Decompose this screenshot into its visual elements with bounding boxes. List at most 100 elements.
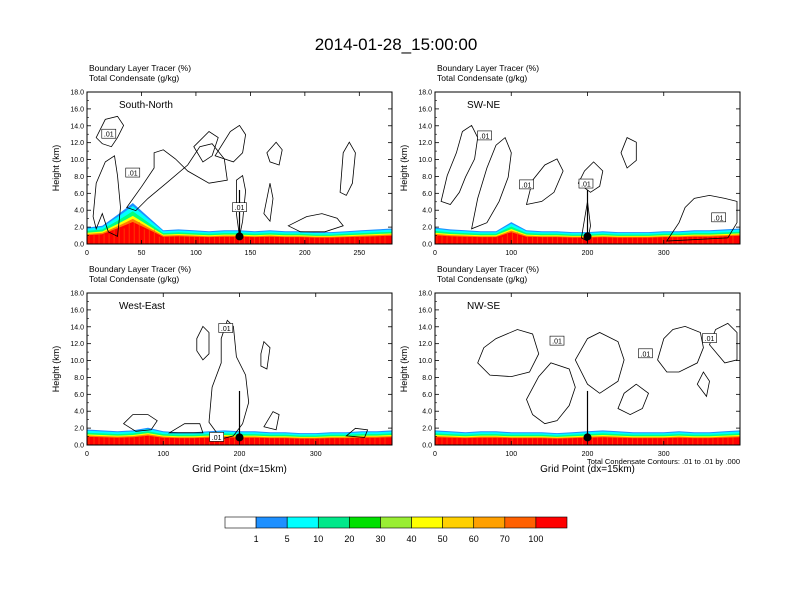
x-tick-label: 300 — [658, 451, 670, 458]
y-tick-label: 12.0 — [70, 140, 84, 147]
condensate-contour — [525, 158, 564, 206]
x-tick-label: 200 — [582, 451, 594, 458]
condensate-contour — [193, 130, 219, 163]
y-tick-label: 4.0 — [74, 208, 84, 215]
condensate-contour — [92, 155, 121, 238]
contour-label-box — [477, 130, 492, 141]
colorbar: 1 5 10 20 30 40 50 60 70 100 — [224, 516, 568, 544]
condensate-contour — [236, 174, 247, 237]
contour-label-box — [549, 335, 565, 346]
condensate-contour — [617, 383, 649, 416]
y-tick-label: 4.0 — [422, 208, 432, 215]
colorbar-label: 1 — [254, 534, 259, 544]
colorbar-label: 100 — [528, 534, 543, 544]
y-tick-label: 14.0 — [70, 324, 84, 331]
condensate-contour — [666, 194, 738, 242]
contour-label-box — [638, 348, 653, 359]
x-tick-label: 0 — [433, 250, 437, 257]
x-tick-label: 50 — [138, 250, 146, 257]
y-tick-label: 18.0 — [70, 90, 84, 97]
colorbar-label: 30 — [375, 534, 385, 544]
condensate-contour — [263, 411, 280, 431]
x-tick-label: 150 — [245, 250, 257, 257]
y-tick-label: 16.0 — [418, 307, 432, 314]
colorbar-swatch — [286, 516, 319, 529]
y-axis-label: Height (km) — [399, 145, 409, 192]
x-tick-label: 300 — [658, 250, 670, 257]
panel-title-tracer: Boundary Layer Tracer (%) — [437, 63, 539, 73]
colorbar-swatch — [504, 516, 537, 529]
y-tick-label: 0.0 — [74, 443, 84, 450]
x-tick-label: 100 — [505, 250, 517, 257]
panel-top-right: .01 .01 .01 .01 0.0 2.0 4.0 6.0 8.0 10.0 12.0 14.0 1… — [399, 63, 741, 257]
panel-title-tracer: Boundary Layer Tracer (%) — [437, 264, 539, 274]
colorbar-label: 40 — [407, 534, 417, 544]
y-tick-label: 0.0 — [74, 242, 84, 249]
x-tick-label: 0 — [85, 451, 89, 458]
colorbar-swatch — [473, 516, 506, 529]
panel-direction-label: SW-NE — [467, 100, 500, 111]
y-axis-label: Height (km) — [399, 346, 409, 393]
y-tick-label: 2.0 — [422, 225, 432, 232]
contour-label-box — [519, 179, 534, 190]
y-tick-label: 18.0 — [418, 90, 432, 97]
y-tick-label: 10.0 — [70, 157, 84, 164]
location-marker — [583, 433, 592, 442]
condensate-contour — [122, 414, 158, 432]
y-axis-label: Height (km) — [51, 346, 61, 393]
y-tick-label: 4.0 — [74, 409, 84, 416]
y-tick-label: 6.0 — [74, 392, 84, 399]
y-tick-label: 8.0 — [74, 375, 84, 382]
y-tick-label: 12.0 — [70, 341, 84, 348]
condensate-contour — [339, 141, 356, 196]
colorbar-swatch — [349, 516, 381, 529]
condensate-contour — [477, 329, 540, 378]
contour-label: .01 — [480, 133, 490, 140]
condensate-contour — [208, 319, 250, 440]
contour-label: .01 — [522, 182, 532, 189]
condensate-contour — [214, 124, 247, 163]
location-marker — [235, 232, 244, 241]
condensate-contour — [345, 427, 369, 438]
y-tick-label: 16.0 — [70, 307, 84, 314]
colorbar-label: 50 — [438, 534, 448, 544]
x-tick-label: 300 — [310, 451, 322, 458]
colorbar-label: 20 — [344, 534, 354, 544]
panel-title-tracer: Boundary Layer Tracer (%) — [89, 264, 191, 274]
x-tick-label: 0 — [433, 451, 437, 458]
panels: .01 .01 .01 0.0 2.0 4.0 6.0 8.0 10.0 12.0 14.0 16.0… — [51, 63, 741, 475]
colorbar-swatch — [535, 516, 568, 529]
condensate-contour — [577, 161, 604, 193]
contour-label: .01 — [714, 215, 724, 222]
panel-title-tracer: Boundary Layer Tracer (%) — [89, 63, 191, 73]
condensate-contour — [196, 325, 210, 361]
contour-label-box — [209, 432, 224, 442]
y-tick-label: 16.0 — [70, 106, 84, 113]
y-tick-label: 4.0 — [422, 409, 432, 416]
colorbar-label: 5 — [285, 534, 290, 544]
y-tick-label: 18.0 — [70, 291, 84, 298]
y-tick-label: 0.0 — [422, 443, 432, 450]
location-marker — [235, 433, 244, 442]
condensate-contour — [287, 213, 344, 233]
panel-top-left: .01 .01 .01 0.0 2.0 4.0 6.0 8.0 10.0 12.0 14.0 16.0… — [51, 63, 393, 257]
condensate-contour — [709, 322, 738, 364]
y-tick-label: 18.0 — [418, 291, 432, 298]
x-tick-label: 200 — [299, 250, 311, 257]
x-tick-label: 0 — [85, 250, 89, 257]
y-tick-label: 14.0 — [418, 324, 432, 331]
y-tick-label: 16.0 — [418, 106, 432, 113]
y-tick-label: 0.0 — [422, 242, 432, 249]
contour-label-box — [702, 333, 717, 343]
y-tick-label: 8.0 — [422, 174, 432, 181]
colorbar-label: 70 — [500, 534, 510, 544]
condensate-contour — [580, 201, 591, 242]
panel-direction-label: NW-SE — [467, 301, 500, 312]
x-tick-label: 100 — [157, 451, 169, 458]
x-tick-label: 100 — [505, 451, 517, 458]
x-axis-label: Grid Point (dx=15km) — [192, 464, 287, 475]
condensate-contour — [620, 137, 637, 169]
y-tick-label: 6.0 — [422, 392, 432, 399]
y-tick-label: 2.0 — [422, 426, 432, 433]
y-tick-label: 8.0 — [422, 375, 432, 382]
